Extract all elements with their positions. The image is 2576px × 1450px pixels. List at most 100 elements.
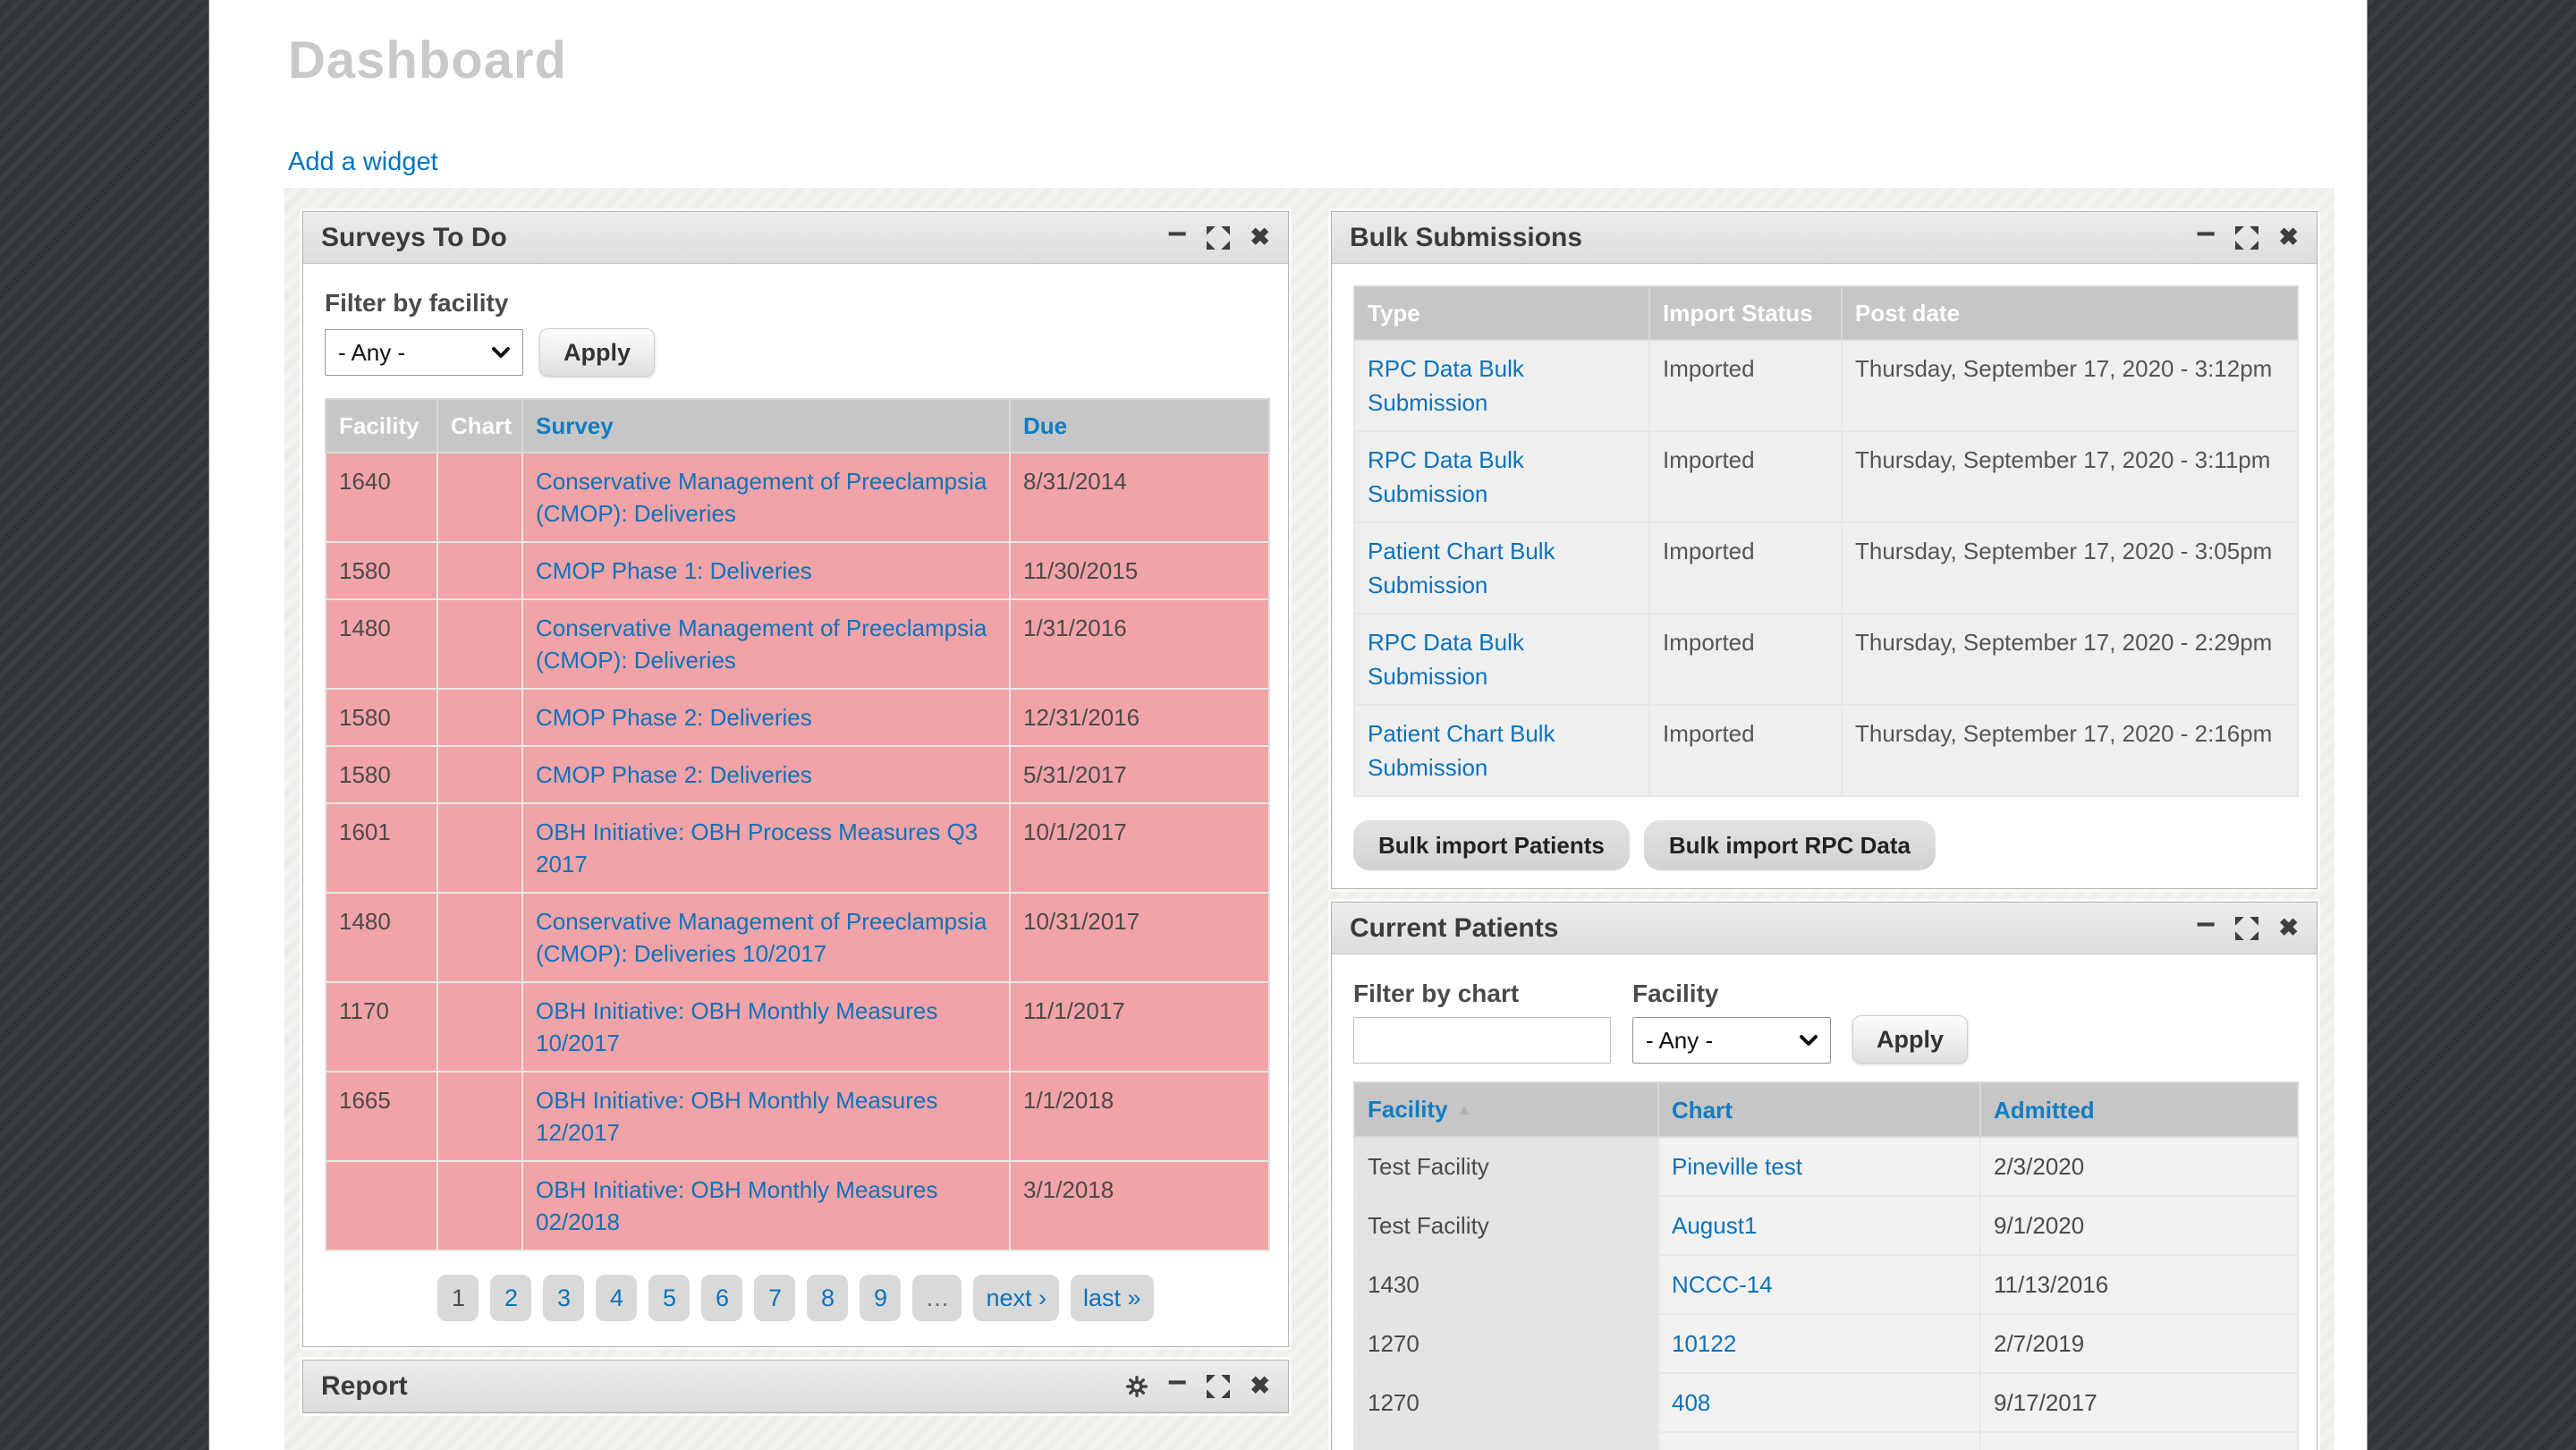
expand-icon[interactable] — [2235, 916, 2259, 940]
patient-chart-link[interactable]: NCCC-14 — [1672, 1271, 1773, 1298]
widget-report: Report − — [302, 1360, 1289, 1413]
table-row: Patient Chart Bulk Submission Imported T… — [1353, 521, 2299, 615]
bulk-import-patients-button[interactable]: Bulk import Patients — [1353, 820, 1630, 870]
pagination-last-link[interactable]: last » — [1070, 1275, 1154, 1321]
expand-icon[interactable] — [1207, 225, 1231, 250]
surveys-widget-body: Filter by facility - Any - Apply — [303, 264, 1288, 1346]
post-date-cell: Thursday, September 17, 2020 - 2:29pm — [1841, 613, 2299, 706]
patients-apply-button[interactable]: Apply — [1852, 1015, 1969, 1064]
report-widget-title: Report — [321, 1370, 408, 1401]
survey-link[interactable]: Conservative Management of Preeclampsia … — [536, 468, 987, 527]
surveys-col-survey-sort[interactable]: Survey — [536, 412, 614, 439]
patients-col-facility-sort[interactable]: Facility — [1368, 1096, 1448, 1123]
chart-cell — [436, 1160, 523, 1251]
admitted-cell: 9/17/2017 — [1979, 1372, 2299, 1433]
survey-link[interactable]: CMOP Phase 2: Deliveries — [536, 761, 812, 788]
surveys-apply-button[interactable]: Apply — [539, 328, 656, 377]
gear-icon[interactable] — [1126, 1375, 1148, 1397]
surveys-facility-select[interactable]: - Any - — [325, 329, 523, 376]
bulk-import-rpc-data-button[interactable]: Bulk import RPC Data — [1643, 820, 1936, 870]
minimize-icon[interactable]: − — [1167, 1363, 1188, 1402]
expand-icon[interactable] — [2235, 225, 2259, 250]
report-widget-controls: − ✖ — [1126, 1366, 1270, 1400]
patient-chart-link[interactable]: 408 — [1672, 1389, 1711, 1416]
patients-col-chart-sort[interactable]: Chart — [1672, 1096, 1733, 1124]
chart-filter-group: Filter by chart — [1353, 976, 1611, 1064]
survey-link[interactable]: OBH Initiative: OBH Monthly Measures 12/… — [536, 1087, 938, 1146]
submission-type-link[interactable]: RPC Data Bulk Submission — [1368, 355, 1524, 416]
survey-link[interactable]: OBH Initiative: OBH Monthly Measures 10/… — [536, 997, 938, 1056]
chart-cell — [436, 598, 523, 690]
table-row: 1665 OBH Initiative: OBH Monthly Measure… — [325, 1071, 1270, 1162]
right-dark-band — [2368, 0, 2576, 1450]
post-date-cell: Thursday, September 17, 2020 - 3:05pm — [1841, 521, 2299, 615]
table-row: 1580 CMOP Phase 1: Deliveries 11/30/2015 — [325, 541, 1270, 600]
close-icon[interactable]: ✖ — [1250, 1372, 1270, 1399]
import-status-cell: Imported — [1648, 613, 1843, 706]
admitted-cell: 2/3/2020 — [1979, 1136, 2299, 1197]
table-row: 1480 Conservative Management of Preeclam… — [325, 892, 1270, 983]
pagination-page-link[interactable]: 9 — [860, 1275, 902, 1321]
minimize-icon[interactable]: − — [2196, 905, 2216, 944]
facility-cell: 1601 — [325, 802, 438, 894]
chart-cell — [436, 541, 523, 600]
survey-link[interactable]: OBH Initiative: OBH Monthly Measures 02/… — [536, 1176, 938, 1235]
admitted-cell: 2/7/2019 — [1979, 1313, 2299, 1374]
patients-col-admitted-sort[interactable]: Admitted — [1994, 1096, 2095, 1124]
chart-cell — [436, 1071, 523, 1162]
survey-link[interactable]: CMOP Phase 1: Deliveries — [536, 557, 812, 584]
submission-type-link[interactable]: RPC Data Bulk Submission — [1368, 629, 1524, 690]
survey-link[interactable]: Conservative Management of Preeclampsia … — [536, 615, 987, 674]
minimize-icon[interactable]: − — [2196, 215, 2216, 253]
patients-facility-select[interactable]: - Any - — [1632, 1017, 1831, 1064]
table-row: RPC Data Bulk Submission Imported Thursd… — [1353, 339, 2299, 432]
due-cell: 1/1/2018 — [1009, 1071, 1270, 1162]
table-row: 1270 408 9/17/2017 — [1353, 1372, 2299, 1433]
bulk-widget-title: Bulk Submissions — [1350, 222, 1583, 252]
chart-filter-input[interactable] — [1353, 1017, 1611, 1064]
widget-surveys-to-do: Surveys To Do − ✖ — [302, 211, 1289, 1347]
submission-type-link[interactable]: Patient Chart Bulk Submission — [1368, 538, 1555, 598]
patients-filters-row: Filter by chart Facility - Any - — [1353, 976, 2295, 1064]
close-icon[interactable]: ✖ — [2278, 914, 2299, 941]
submission-type-link[interactable]: RPC Data Bulk Submission — [1368, 446, 1524, 507]
pagination-page-link[interactable]: 7 — [754, 1275, 796, 1321]
patients-widget-header: Current Patients − ✖ — [1332, 903, 2317, 954]
dashboard-column-right: Bulk Submissions − ✖ — [1331, 211, 2318, 1450]
patient-chart-link[interactable]: August1 — [1672, 1212, 1758, 1239]
minimize-icon[interactable]: − — [1167, 215, 1188, 253]
add-widget-link[interactable]: Add a widget — [288, 148, 438, 176]
table-row: 1270 275 4/17/2017 — [1353, 1431, 2299, 1450]
surveys-col-due-sort[interactable]: Due — [1023, 412, 1068, 439]
chart-cell — [436, 688, 523, 747]
facility-cell: 1270 — [1353, 1313, 1659, 1374]
pagination-page-link[interactable]: 8 — [807, 1275, 849, 1321]
survey-link[interactable]: CMOP Phase 2: Deliveries — [536, 704, 812, 731]
pagination-page-link[interactable]: 5 — [648, 1275, 691, 1321]
pagination-page-link[interactable]: 2 — [490, 1275, 532, 1321]
pagination-page-link[interactable]: 4 — [596, 1275, 638, 1321]
close-icon[interactable]: ✖ — [1250, 224, 1270, 250]
submission-type-link[interactable]: Patient Chart Bulk Submission — [1368, 720, 1555, 781]
admitted-cell: 11/13/2016 — [1979, 1254, 2299, 1315]
due-cell: 11/30/2015 — [1009, 541, 1270, 600]
sort-asc-icon: ▲ — [1456, 1101, 1472, 1118]
survey-link[interactable]: Conservative Management of Preeclampsia … — [536, 908, 987, 967]
survey-link[interactable]: OBH Initiative: OBH Process Measures Q3 … — [536, 818, 979, 878]
patient-chart-link[interactable]: 275 — [1672, 1448, 1710, 1450]
chart-cell — [436, 802, 523, 894]
table-row: OBH Initiative: OBH Monthly Measures 02/… — [325, 1160, 1270, 1251]
due-cell: 12/31/2016 — [1009, 688, 1270, 747]
pagination-page-link[interactable]: 3 — [543, 1275, 585, 1321]
facility-cell: 1270 — [1353, 1372, 1659, 1433]
pagination-next-link[interactable]: next › — [973, 1275, 1059, 1321]
dashboard-column-left: Surveys To Do − ✖ — [302, 211, 1289, 1426]
patient-chart-link[interactable]: 10122 — [1672, 1330, 1737, 1357]
close-icon[interactable]: ✖ — [2278, 224, 2299, 250]
bulk-col-post-date: Post date — [1841, 285, 2299, 341]
surveys-table: Facility Chart Survey Due 16 — [325, 398, 1270, 1251]
expand-icon[interactable] — [1207, 1374, 1231, 1398]
patient-chart-link[interactable]: Pineville test — [1672, 1153, 1802, 1180]
pagination-page-link[interactable]: 6 — [701, 1275, 743, 1321]
facility-cell: 1640 — [325, 452, 438, 543]
